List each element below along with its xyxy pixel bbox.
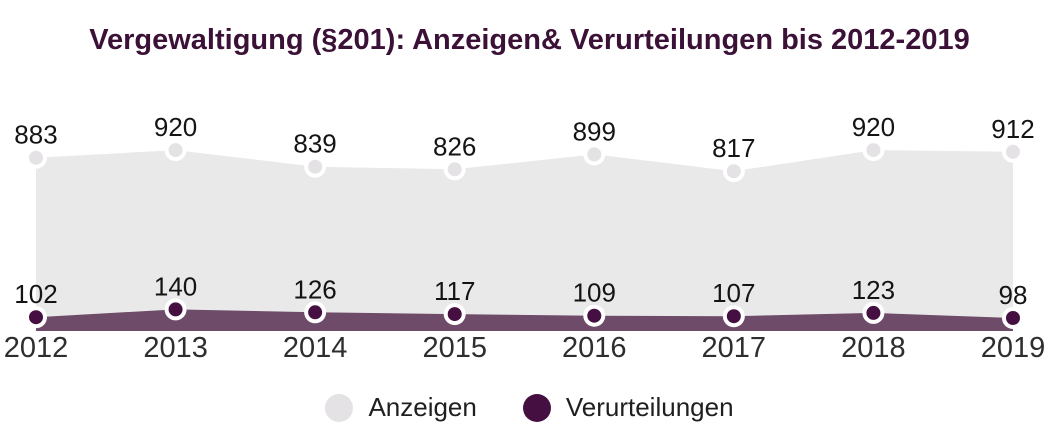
anzeigen-value-label-2015: 826 (433, 131, 476, 161)
anzeigen-marker-2015 (447, 162, 462, 177)
x-axis-label-2014: 2014 (283, 332, 348, 364)
anzeigen-area (36, 150, 1013, 331)
legend-item-verurteilungen: Verurteilungen (522, 392, 734, 423)
verurteilungen-legend-dot-icon (522, 393, 551, 422)
verurteilungen-area (36, 309, 1013, 331)
anzeigen-marker-2017 (726, 164, 741, 179)
anzeigen-value-label-2014: 839 (293, 129, 336, 159)
verurteilungen-value-label-2016: 109 (573, 278, 616, 308)
verurteilungen-marker-2015 (447, 307, 462, 322)
anzeigen-value-label-2018: 920 (852, 112, 895, 142)
anzeigen-value-label-2013: 920 (154, 112, 197, 142)
verurteilungen-marker-2019 (1005, 311, 1020, 325)
anzeigen-marker-2016 (587, 147, 602, 162)
verurteilungen-value-label-2014: 126 (293, 274, 336, 304)
verurteilungen-value-label-2019: 98 (999, 280, 1028, 310)
verurteilungen-marker-2012 (29, 310, 43, 325)
anzeigen-value-label-2017: 817 (712, 133, 755, 163)
chart-plot-area: 883 920 839 826 899 817 920 912 102 140 126 117 109 1… (4, 112, 1046, 364)
verurteilungen-legend-label: Verurteilungen (565, 392, 734, 422)
anzeigen-marker-2018 (866, 143, 881, 158)
verurteilungen-value-label-2017: 107 (712, 278, 755, 308)
x-axis-label-2017: 2017 (702, 332, 767, 364)
chart-legend: Anzeigen Verurteilungen (0, 375, 1059, 440)
anzeigen-legend-dot-icon (325, 393, 354, 422)
x-axis-label-2015: 2015 (422, 332, 487, 364)
verurteilungen-value-label-2015: 117 (434, 276, 475, 306)
verurteilungen-marker-2014 (308, 305, 323, 320)
anzeigen-value-label-2016: 899 (573, 116, 616, 146)
anzeigen-legend-label: Anzeigen (368, 392, 477, 422)
x-axis-label-2013: 2013 (143, 332, 208, 364)
verurteilungen-marker-2016 (587, 308, 602, 323)
anzeigen-marker-2014 (308, 159, 323, 174)
verurteilungen-marker-2013 (168, 302, 183, 317)
verurteilungen-marker-2018 (866, 305, 881, 320)
x-axis-label-2019: 2019 (981, 332, 1046, 364)
verurteilungen-marker-2017 (726, 309, 741, 324)
anzeigen-value-label-2012: 883 (14, 120, 57, 150)
chart-title: Vergewaltigung (§201): Anzeigen& Verurte… (89, 24, 970, 56)
x-axis-label-2018: 2018 (841, 332, 906, 364)
anzeigen-marker-2012 (29, 150, 43, 165)
anzeigen-marker-2013 (168, 143, 183, 158)
legend-item-anzeigen: Anzeigen (325, 392, 477, 423)
verurteilungen-value-label-2013: 140 (154, 271, 197, 301)
anzeigen-marker-2019 (1005, 144, 1020, 159)
verurteilungen-value-label-2018: 123 (852, 275, 895, 305)
anzeigen-value-label-2019: 912 (991, 114, 1034, 144)
x-axis-label-2012: 2012 (4, 332, 69, 364)
x-axis-label-2016: 2016 (562, 332, 627, 364)
verurteilungen-value-label-2012: 102 (14, 279, 57, 309)
